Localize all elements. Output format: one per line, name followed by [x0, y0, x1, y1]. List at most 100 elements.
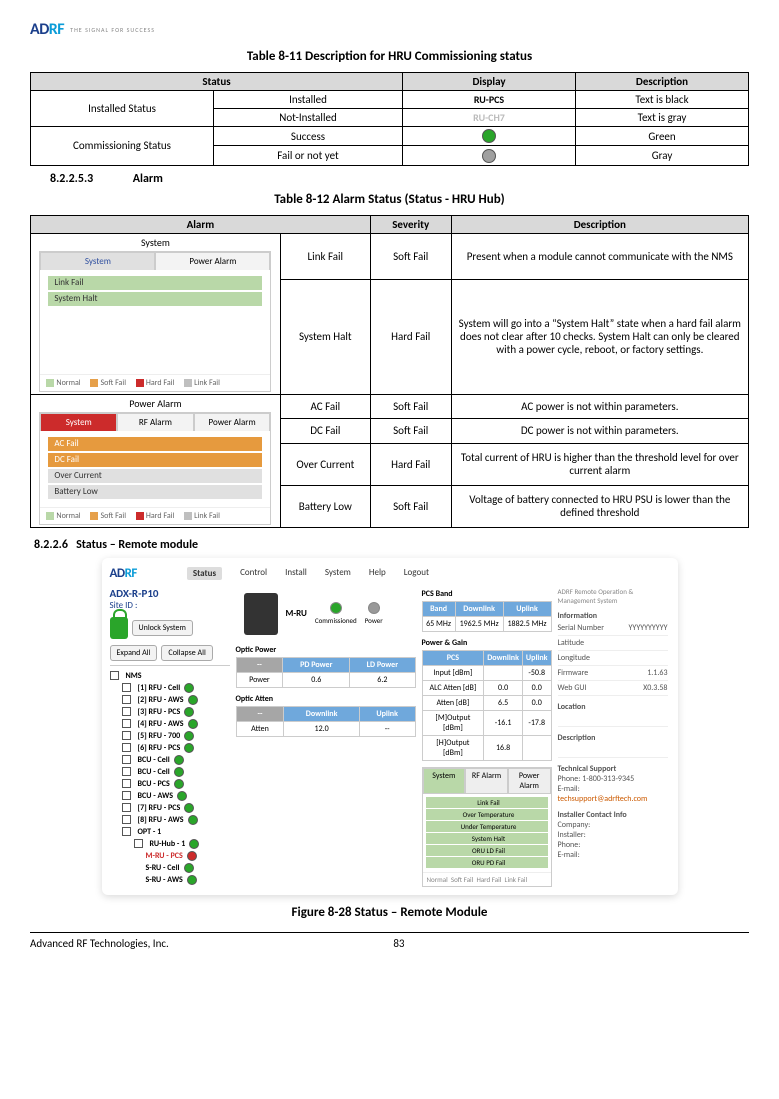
fig-tab-system[interactable]: System — [423, 768, 466, 794]
status-dot-icon — [188, 695, 198, 705]
fig-alarm-widget: System RF Alarm Power Alarm Link Fail Ov… — [422, 767, 552, 887]
tree-n11[interactable]: [7] RFU - PCS — [138, 803, 181, 813]
info-email[interactable]: techsupport@adrftech.com — [558, 794, 648, 804]
tree-n10[interactable]: BCU - AWS — [138, 791, 174, 801]
cell-installed: Installed — [214, 91, 403, 109]
info-installer: Installer Contact Info — [558, 810, 668, 820]
collapse-all-button[interactable]: Collapse All — [161, 645, 212, 661]
alarm-batterylow: Battery Low — [280, 485, 370, 527]
tree-n5[interactable]: [5] RFU - 700 — [138, 731, 181, 741]
menu-logout[interactable]: Logout — [404, 567, 429, 580]
tree-toggle-icon[interactable] — [122, 707, 131, 716]
tree-mru[interactable]: M-RU - PCS — [146, 851, 183, 861]
tree-toggle-icon[interactable] — [122, 683, 131, 692]
menu-install[interactable]: Install — [285, 567, 307, 580]
aw-r4: System Halt — [426, 833, 548, 844]
op-v1: 0.6 — [283, 672, 350, 687]
op-r1: Power — [236, 672, 283, 687]
sev-linkfail: Soft Fail — [370, 233, 451, 279]
op-h2: PD Power — [283, 657, 350, 672]
tree-sru1[interactable]: S-RU - Cell — [146, 863, 180, 873]
tree-toggle-icon[interactable] — [122, 719, 131, 728]
oa-v1: 12.0 — [284, 721, 359, 736]
footer-company: Advanced RF Technologies, Inc. — [30, 937, 169, 950]
tree-n1[interactable]: [1] RFU - Cell — [138, 683, 181, 693]
tree-n7[interactable]: BCU - Cell — [138, 755, 170, 765]
tree-toggle-icon[interactable] — [134, 839, 143, 848]
tree-toggle-icon[interactable] — [122, 767, 131, 776]
tree-toggle-icon[interactable] — [110, 671, 119, 680]
optic-atten-table: --DownlinkUplink Atten12.0-- — [236, 706, 416, 737]
tree-n2[interactable]: [2] RFU - AWS — [138, 695, 184, 705]
optic-power-title: Optic Power — [236, 645, 416, 655]
tree-n3[interactable]: [3] RFU - PCS — [138, 707, 181, 717]
fig-menu: Status Control Install System Help Logou… — [187, 567, 429, 580]
tree-n12[interactable]: [8] RFU - AWS — [138, 815, 184, 825]
bar-dc-fail: DC Fail — [48, 453, 262, 467]
tree-n9[interactable]: BCU - PCS — [138, 779, 170, 789]
th-alarm: Alarm — [31, 215, 371, 233]
fig-info-panel: ADRF Remote Operation & Management Syste… — [558, 587, 668, 887]
status-dot-icon — [174, 755, 184, 765]
status-dot-icon — [184, 683, 194, 693]
optic-power-table: --PD PowerLD Power Power0.66.2 — [236, 657, 416, 688]
logo-tagline: THE SIGNAL FOR SUCCESS — [70, 26, 155, 34]
system-label: System — [31, 234, 280, 249]
fig-tab-power[interactable]: Power Alarm — [508, 768, 551, 794]
aw-ll: Link Fail — [505, 875, 528, 884]
cell-not-installed-desc: Text is gray — [576, 109, 749, 127]
unlock-button[interactable]: Unlock System — [132, 620, 193, 636]
nms-tree: NMS [1] RFU - Cell [2] RFU - AWS [3] RFU… — [110, 665, 230, 886]
tree-toggle-icon[interactable] — [122, 827, 131, 836]
tree-n6[interactable]: [6] RFU - PCS — [138, 743, 181, 753]
info-description: Description — [558, 733, 668, 743]
info-phone: Phone: 1-800-313-9345 — [558, 774, 668, 784]
aw-lh: Hard Fail — [476, 875, 501, 884]
info-tech: Technical Support — [558, 764, 668, 774]
tree-toggle-icon[interactable] — [122, 779, 131, 788]
tree-opt[interactable]: OPT - 1 — [138, 827, 162, 837]
menu-status[interactable]: Status — [187, 567, 222, 580]
power-dot-icon — [368, 602, 380, 614]
power-gain-table: PCSDownlinkUplink Input [dBm]-50.8 ALC A… — [422, 650, 552, 761]
bar-battery-low: Battery Low — [48, 485, 262, 499]
menu-control[interactable]: Control — [240, 567, 267, 580]
tree-n4[interactable]: [4] RFU - AWS — [138, 719, 184, 729]
menu-help[interactable]: Help — [369, 567, 386, 580]
expand-all-button[interactable]: Expand All — [110, 645, 158, 661]
legend-hard: Hard Fail — [146, 378, 174, 388]
tab-power-alarm[interactable]: Power Alarm — [155, 252, 270, 270]
bar-ac-fail: AC Fail — [48, 437, 262, 451]
tab-system[interactable]: System — [40, 252, 155, 270]
tree-toggle-icon[interactable] — [122, 731, 131, 740]
header-logo: ADRF THE SIGNAL FOR SUCCESS — [30, 20, 749, 39]
sev-acfail: Soft Fail — [370, 394, 451, 418]
tree-toggle-icon[interactable] — [122, 743, 131, 752]
fig-tab-rf[interactable]: RF Alarm — [465, 768, 508, 794]
tree-toggle-icon[interactable] — [122, 755, 131, 764]
commissioned-dot-icon — [330, 602, 342, 614]
tab-system2[interactable]: System — [40, 413, 117, 431]
pg-r2k: ALC Atten [dB] — [422, 680, 484, 695]
alarm-linkfail: Link Fail — [280, 233, 370, 279]
logo-rf: RF — [49, 20, 64, 39]
cell-not-installed-display: RU-CH7 — [403, 109, 576, 127]
tree-toggle-icon[interactable] — [122, 695, 131, 704]
tree-toggle-icon[interactable] — [122, 815, 131, 824]
pb-r1: 65 MHz — [422, 616, 455, 631]
aw-r6: ORU PD Fail — [426, 857, 548, 868]
desc-linkfail: Present when a module cannot communicate… — [451, 233, 748, 279]
footer-page: 83 — [393, 937, 404, 950]
pg-h3: Uplink — [522, 650, 551, 665]
menu-system[interactable]: System — [325, 567, 351, 580]
tab-rf-alarm[interactable]: RF Alarm — [117, 413, 194, 431]
tree-toggle-icon[interactable] — [122, 791, 131, 800]
tab-power-alarm2[interactable]: Power Alarm — [194, 413, 271, 431]
tree-sru2[interactable]: S-RU - AWS — [146, 875, 183, 885]
pb-v2: 1882.5 MHz — [503, 616, 551, 631]
tree-hub[interactable]: RU-Hub - 1 — [150, 839, 186, 849]
legend-normal2: Normal — [56, 511, 80, 521]
tree-n8[interactable]: BCU - Cell — [138, 767, 170, 777]
tree-toggle-icon[interactable] — [122, 803, 131, 812]
bar-system-halt: System Halt — [48, 292, 262, 306]
